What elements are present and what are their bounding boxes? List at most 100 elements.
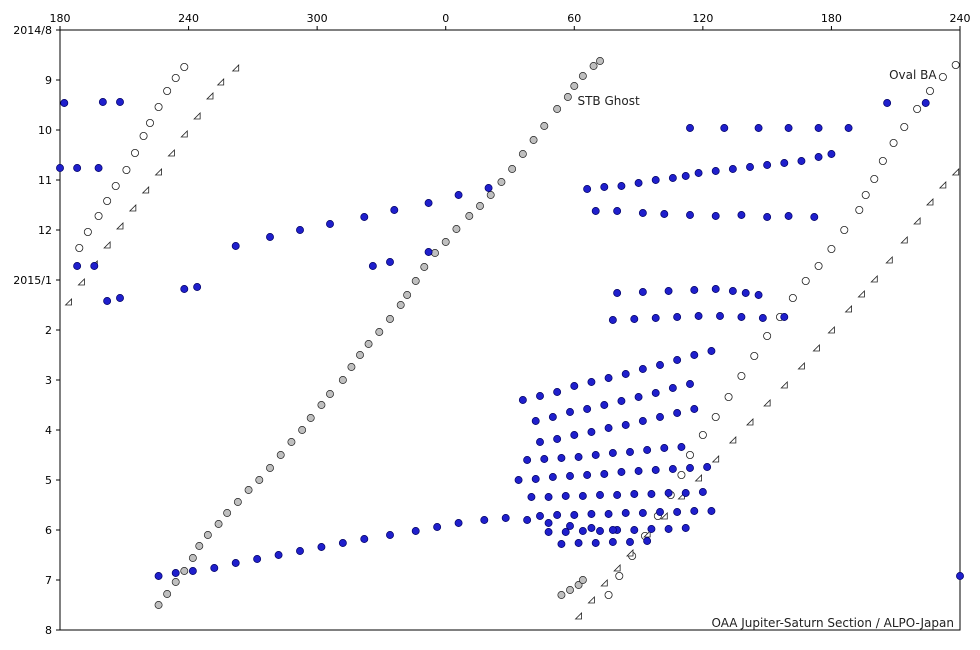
triangle-spot-mark <box>844 305 852 313</box>
open-spot-mark <box>926 87 935 96</box>
open-spot-mark <box>139 131 148 140</box>
triangle-spot-mark <box>613 564 621 572</box>
blue-spot-mark <box>553 435 562 443</box>
blue-spot-mark <box>326 220 334 228</box>
triangle-spot-mark <box>167 149 175 157</box>
blue-spot-mark <box>613 491 622 499</box>
y-tick-label: 3 <box>45 374 52 387</box>
blue-spot-mark <box>647 525 656 533</box>
blue-spot-mark <box>600 470 609 478</box>
blue-spot-mark <box>664 489 673 497</box>
grey-spot-mark <box>518 150 527 158</box>
grey-spot-mark <box>375 328 384 336</box>
grey-spot-mark <box>396 301 405 309</box>
open-spot-mark <box>737 371 746 380</box>
grey-spot-mark <box>465 212 474 220</box>
grey-spot-mark <box>287 438 296 446</box>
open-spot-mark <box>171 74 180 83</box>
y-tick-label: 4 <box>45 424 52 437</box>
grey-spot-mark <box>317 401 326 409</box>
y-tick-label: 2015/1 <box>13 274 52 287</box>
blue-spot-mark <box>188 567 197 575</box>
y-tick-label: 12 <box>38 224 52 237</box>
blue-spot-mark <box>411 527 420 535</box>
open-spot-mark <box>604 591 613 600</box>
grey-spot-mark <box>203 531 212 539</box>
blue-spot-mark <box>574 453 583 461</box>
blue-spot-mark <box>561 492 570 500</box>
x-tick-label: 240 <box>178 12 199 25</box>
blue-spot-mark <box>621 509 630 517</box>
x-tick-label: 180 <box>50 12 71 25</box>
blue-spot-mark <box>686 380 694 388</box>
blue-spot-mark <box>553 511 562 519</box>
blue-spot-mark <box>591 451 600 459</box>
blue-spot-mark <box>604 374 613 382</box>
blue-spot-mark <box>583 405 592 413</box>
open-spot-mark <box>938 73 947 82</box>
blue-spot-mark <box>643 446 652 454</box>
blue-spot-mark <box>711 167 720 175</box>
grey-spot-mark <box>529 136 538 144</box>
blue-spot-mark <box>690 351 699 359</box>
blue-spot-mark <box>531 475 540 483</box>
grey-spot-mark <box>188 554 197 562</box>
blue-spot-mark <box>56 164 64 172</box>
blue-spot-mark <box>673 313 682 321</box>
grey-spot-mark <box>276 451 285 459</box>
blue-spot-mark <box>386 258 394 266</box>
triangle-spot-mark <box>926 198 934 206</box>
blue-spot-mark <box>784 124 793 132</box>
grey-spot-mark <box>596 57 604 65</box>
open-spot-mark <box>122 165 131 174</box>
blue-spot-mark <box>746 163 754 171</box>
triangle-spot-mark <box>763 399 771 407</box>
blue-spot-mark <box>690 286 699 294</box>
blue-spot-mark <box>651 176 660 184</box>
blue-spot-mark <box>651 389 660 397</box>
blue-spot-mark <box>956 572 964 580</box>
blue-spot-mark <box>690 507 699 515</box>
blue-spot-mark <box>73 262 82 270</box>
open-spot-mark <box>163 87 172 96</box>
blue-spot-mark <box>544 493 553 501</box>
blue-spot-mark <box>514 476 523 484</box>
blue-spot-mark <box>763 213 772 221</box>
blue-spot-mark <box>600 183 609 191</box>
blue-spot-mark <box>596 491 604 499</box>
triangle-spot-mark <box>103 241 111 249</box>
triangle-spot-mark <box>780 381 788 389</box>
blue-spot-mark <box>193 283 202 291</box>
blue-spot-mark <box>651 466 660 474</box>
blue-spot-mark <box>596 527 604 535</box>
blue-spot-mark <box>73 164 82 172</box>
grey-spot-mark <box>386 315 394 323</box>
blue-spot-mark <box>386 531 394 539</box>
triangle-spot-mark <box>180 130 188 138</box>
blue-spot-mark <box>231 559 240 567</box>
grey-spot-mark <box>403 291 412 299</box>
blue-spot-mark <box>634 393 643 401</box>
blue-spot-mark <box>638 417 647 425</box>
blue-spot-mark <box>728 165 737 173</box>
open-spot-mark <box>827 244 836 253</box>
open-spot-mark <box>750 351 759 360</box>
blue-spot-mark <box>690 405 699 413</box>
open-spot-mark <box>878 156 887 165</box>
grey-spot-mark <box>356 351 364 359</box>
open-spot-mark <box>686 450 695 459</box>
blue-spot-mark <box>668 384 677 392</box>
annotations: STB Ghost Oval BA <box>577 68 937 108</box>
blue-spot-mark <box>921 99 930 107</box>
blue-spot-mark <box>116 294 124 302</box>
blue-spot-mark <box>557 540 566 548</box>
grey-spot-mark <box>566 586 574 594</box>
blue-spot-mark <box>578 527 587 535</box>
triangle-spot-mark <box>797 362 805 370</box>
blue-spot-mark <box>566 472 574 480</box>
blue-spot-mark <box>707 347 716 355</box>
blue-spot-mark <box>583 471 592 479</box>
grey-spot-mark <box>557 591 566 599</box>
triangle-spot-mark <box>128 204 137 212</box>
